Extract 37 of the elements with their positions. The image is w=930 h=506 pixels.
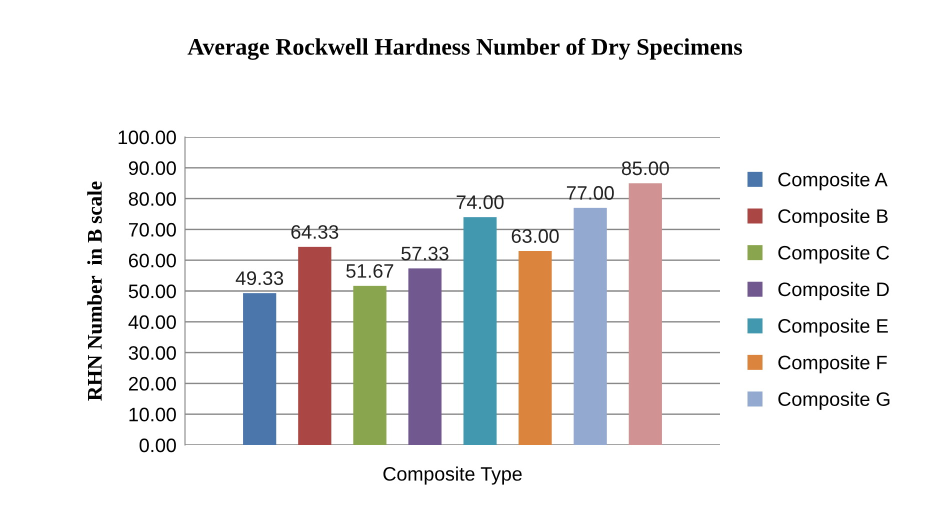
data-label: 85.00 (622, 161, 669, 176)
bar (574, 208, 607, 445)
data-label: 77.00 (566, 186, 614, 200)
legend-label: Composite F (778, 355, 887, 374)
bar (408, 268, 442, 445)
data-label: 63.00 (512, 229, 559, 243)
bar (628, 183, 662, 445)
bar (243, 293, 276, 445)
chart-title: Average Rockwell Hardness Number of Dry Specimens (188, 38, 742, 60)
y-tick-label: 100.00 (118, 130, 176, 144)
legend-label: Composite B (778, 208, 888, 227)
bar (353, 286, 386, 445)
y-tick-label: 80.00 (128, 192, 176, 206)
y-tick-label: 0.00 (140, 438, 176, 452)
y-axis-title: RHN Number in B scale (87, 181, 102, 401)
x-axis-title: Composite Type (383, 466, 522, 485)
y-tick-label: 50.00 (128, 284, 176, 298)
y-tick-label: 10.00 (129, 408, 176, 422)
data-label: 51.67 (346, 264, 394, 278)
data-label: 64.33 (291, 225, 338, 239)
y-tick-label: 30.00 (128, 346, 176, 360)
legend-label: Composite E (778, 318, 888, 337)
legend-label: Composite G (778, 392, 890, 410)
legend-label: Composite C (778, 245, 890, 264)
y-tick-label: 60.00 (129, 254, 176, 268)
bar (298, 246, 332, 445)
y-tick-label: 40.00 (128, 315, 176, 330)
y-tick-label: 20.00 (128, 376, 176, 391)
data-label: 49.33 (236, 271, 284, 286)
bar (518, 250, 552, 445)
legend-label: Composite D (778, 282, 889, 300)
data-label: 74.00 (456, 195, 504, 210)
legend-label: Composite A (778, 172, 888, 190)
bar (463, 217, 497, 445)
y-tick-label: 70.00 (129, 222, 176, 237)
y-tick-label: 90.00 (128, 161, 176, 176)
data-label: 57.33 (401, 246, 448, 260)
